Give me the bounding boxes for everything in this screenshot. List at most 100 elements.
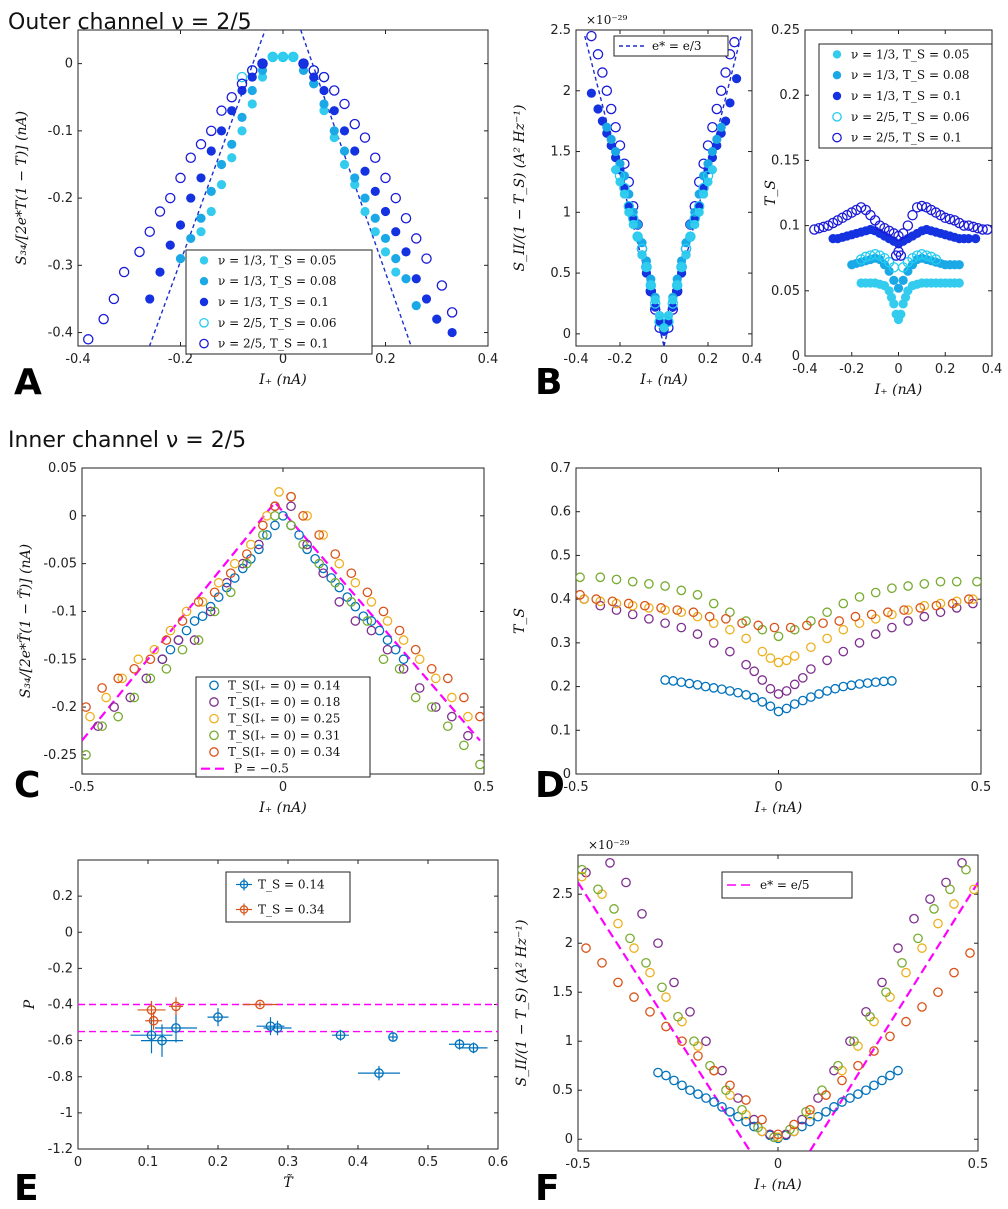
data-point bbox=[146, 1005, 157, 1015]
data-point bbox=[229, 558, 240, 569]
data-point bbox=[854, 592, 865, 602]
data-point bbox=[225, 587, 236, 598]
panel-f: -0.5 0 0.5 0 0.5 1 1.5 2 2.5 I₊ (nA) S_II/(1 − T_S… bbox=[514, 838, 988, 1193]
panel-b-transmission: -0.4 -0.2 0 0.2 0.4 0 0.05 0.1 0.15 0.2 0.25 I₊ (nA… bbox=[763, 23, 1002, 398]
data-point bbox=[773, 631, 784, 642]
data-point bbox=[637, 908, 647, 919]
data-point bbox=[398, 654, 409, 665]
panel-letter-b: B bbox=[535, 362, 562, 403]
data-point bbox=[581, 943, 591, 953]
legend-marker bbox=[239, 905, 249, 914]
data-point bbox=[329, 126, 339, 136]
data-point bbox=[893, 246, 904, 257]
legend-marker bbox=[209, 730, 219, 741]
data-point bbox=[468, 1043, 479, 1053]
data-point bbox=[426, 702, 437, 712]
data-point bbox=[853, 1060, 863, 1071]
legend-marker bbox=[199, 277, 209, 286]
data-point bbox=[838, 646, 849, 657]
x-axis-label: I₊ (nA) bbox=[639, 372, 687, 388]
data-point bbox=[209, 606, 220, 617]
data-point bbox=[737, 1104, 747, 1115]
data-point bbox=[236, 78, 248, 90]
x-tick-label: 0.2 bbox=[208, 1155, 229, 1170]
y-tick-label: 0.6 bbox=[550, 505, 571, 520]
data-point bbox=[887, 583, 897, 594]
data-point bbox=[797, 672, 808, 683]
data-point bbox=[833, 1060, 843, 1071]
data-point bbox=[349, 118, 360, 130]
data-point bbox=[318, 530, 329, 540]
legend-label: ν = 2/5, T_S = 0.1 bbox=[218, 337, 329, 351]
data-point bbox=[593, 884, 603, 895]
data-point bbox=[753, 620, 764, 631]
data-point bbox=[216, 180, 227, 190]
x-tick-label: -0.2 bbox=[168, 352, 193, 367]
y-axis-label: S₃₄/[2e*T̃(1 − T̃)] (nA) bbox=[16, 544, 34, 698]
data-point bbox=[685, 231, 696, 242]
data-point bbox=[951, 576, 962, 587]
data-point bbox=[814, 689, 824, 699]
data-point bbox=[330, 549, 341, 559]
data-point bbox=[611, 574, 622, 585]
data-point bbox=[591, 594, 602, 604]
data-point bbox=[601, 85, 613, 97]
data-point bbox=[627, 576, 638, 587]
data-point bbox=[411, 274, 421, 284]
data-point bbox=[930, 254, 942, 265]
data-point bbox=[668, 295, 678, 305]
data-point bbox=[901, 1016, 911, 1027]
data-point bbox=[797, 695, 808, 706]
legend-marker bbox=[209, 680, 219, 691]
data-point bbox=[672, 280, 682, 290]
data-point bbox=[196, 213, 206, 223]
y-tick-label: -1.2 bbox=[48, 1142, 73, 1157]
data-point bbox=[838, 624, 849, 635]
y-tick-label: 0.05 bbox=[771, 284, 800, 299]
legend-box bbox=[225, 871, 351, 923]
data-point bbox=[757, 697, 768, 707]
data-point bbox=[897, 957, 907, 968]
data-point bbox=[806, 642, 816, 653]
x-tick-label: 0.2 bbox=[698, 352, 719, 367]
plot-area bbox=[82, 487, 484, 770]
data-point bbox=[902, 220, 914, 231]
data-point bbox=[667, 298, 679, 309]
data-point bbox=[401, 247, 411, 257]
data-point bbox=[432, 314, 442, 324]
data-point bbox=[237, 112, 247, 123]
data-point bbox=[822, 655, 832, 666]
data-point bbox=[866, 609, 877, 620]
data-point bbox=[887, 676, 897, 686]
data-point bbox=[177, 616, 188, 626]
x-tick-label: 0.4 bbox=[742, 352, 763, 367]
data-point bbox=[711, 103, 723, 115]
data-point bbox=[917, 943, 927, 953]
data-point bbox=[685, 1006, 695, 1017]
data-point bbox=[645, 967, 655, 978]
plot-area bbox=[576, 572, 981, 717]
panel-letter-e: E bbox=[14, 1168, 39, 1209]
data-point bbox=[390, 192, 401, 204]
x-tick-label: -0.4 bbox=[65, 352, 90, 367]
data-point bbox=[709, 1097, 719, 1107]
data-point bbox=[885, 1031, 895, 1042]
data-point bbox=[644, 613, 654, 624]
data-point bbox=[949, 899, 959, 909]
data-point bbox=[576, 589, 585, 600]
data-point bbox=[969, 884, 978, 895]
y-tick-label: -0.8 bbox=[48, 1070, 73, 1085]
data-point bbox=[913, 933, 923, 944]
data-point bbox=[328, 85, 340, 96]
data-point bbox=[144, 226, 155, 237]
data-point bbox=[309, 79, 319, 89]
data-point bbox=[639, 600, 650, 611]
data-point bbox=[442, 721, 453, 732]
data-point bbox=[661, 1070, 671, 1081]
data-point bbox=[644, 578, 654, 589]
x-tick-label: -0.4 bbox=[563, 352, 588, 367]
data-point bbox=[227, 153, 237, 163]
y-tick-label: -0.05 bbox=[43, 557, 77, 572]
data-point bbox=[339, 98, 350, 110]
data-point bbox=[897, 228, 909, 239]
